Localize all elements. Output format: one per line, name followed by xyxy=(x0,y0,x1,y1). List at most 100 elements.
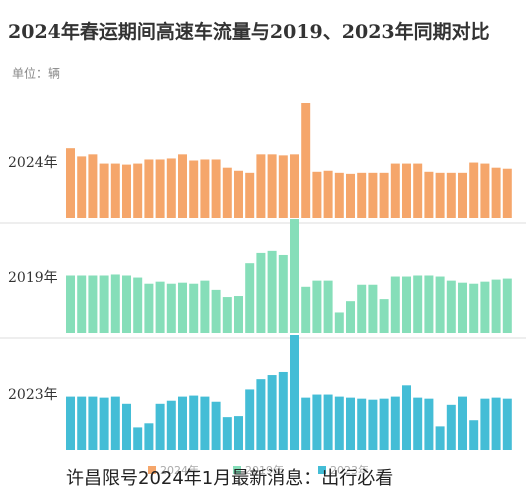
legend-swatch xyxy=(233,466,241,474)
bar xyxy=(402,276,411,333)
bar xyxy=(334,312,344,333)
bar xyxy=(222,297,232,333)
bar xyxy=(390,163,400,218)
bar xyxy=(435,426,445,450)
bar xyxy=(469,162,479,218)
bar xyxy=(110,274,120,333)
bar xyxy=(368,399,378,450)
bar xyxy=(469,420,479,450)
bar xyxy=(458,172,467,218)
bar xyxy=(88,154,98,218)
bar xyxy=(480,281,490,333)
bar xyxy=(99,397,109,450)
bar xyxy=(480,163,490,218)
bar xyxy=(155,159,165,218)
bar xyxy=(144,283,154,333)
bar xyxy=(234,416,243,450)
watermark: 许昌限号2024年1月最新消息：出行必看 xyxy=(66,468,393,489)
unit-label: 单位：辆 xyxy=(12,66,60,81)
bar xyxy=(357,172,367,218)
bar xyxy=(77,275,87,333)
chart-title: 2024年春运期间高速车流量与2019、2023年同期对比 xyxy=(8,20,490,43)
bar xyxy=(133,427,143,450)
bar xyxy=(189,283,199,333)
bar xyxy=(413,163,423,218)
bar xyxy=(368,284,378,333)
bar xyxy=(446,404,456,450)
bar xyxy=(178,154,187,218)
bar xyxy=(312,280,322,333)
bar xyxy=(166,283,176,333)
bar xyxy=(211,401,221,450)
bar xyxy=(323,394,333,450)
bar xyxy=(155,403,165,450)
bar xyxy=(357,398,367,450)
bar xyxy=(323,280,333,333)
bar xyxy=(222,167,232,218)
bar xyxy=(200,396,210,450)
legend-label: 2019年 xyxy=(245,463,284,477)
legend-label: 2023年 xyxy=(330,463,369,477)
bar xyxy=(99,163,109,218)
bar xyxy=(502,278,512,333)
bar xyxy=(144,423,154,450)
bar xyxy=(413,397,423,450)
bar xyxy=(390,396,400,450)
bar xyxy=(491,279,501,333)
bar xyxy=(189,395,199,450)
bar xyxy=(491,397,501,450)
bar xyxy=(290,335,299,450)
bar xyxy=(379,299,389,333)
series-label: 2024年 xyxy=(8,155,58,171)
bar xyxy=(368,172,378,218)
bar xyxy=(446,172,456,218)
bar xyxy=(88,275,98,333)
bar xyxy=(211,159,221,218)
bar xyxy=(77,156,87,218)
bar xyxy=(290,154,299,218)
bar xyxy=(278,155,288,218)
legend-label: 2024年 xyxy=(160,463,199,477)
bar xyxy=(189,160,199,218)
bar xyxy=(77,396,87,450)
bar xyxy=(502,168,512,218)
bar xyxy=(278,254,288,333)
bar xyxy=(357,284,367,333)
bar xyxy=(166,158,176,218)
bar xyxy=(234,296,243,333)
bar xyxy=(390,276,400,333)
bar xyxy=(178,282,187,333)
bar xyxy=(301,103,311,218)
bar xyxy=(166,400,176,450)
bar xyxy=(424,275,434,333)
bar xyxy=(379,172,389,218)
bar xyxy=(502,398,512,450)
bar xyxy=(66,275,75,333)
bar xyxy=(334,396,344,450)
bar xyxy=(323,170,333,218)
bar xyxy=(245,389,255,450)
series-label: 2023年 xyxy=(8,387,58,403)
bar xyxy=(222,417,232,450)
bar xyxy=(66,396,75,450)
bar xyxy=(424,398,434,450)
bar xyxy=(469,283,479,333)
legend-swatch xyxy=(318,466,326,474)
bar xyxy=(435,172,445,218)
bar xyxy=(435,276,445,333)
bar xyxy=(122,164,131,218)
bar xyxy=(402,385,411,450)
bar xyxy=(346,301,355,333)
bar xyxy=(133,277,143,333)
bar xyxy=(66,148,75,218)
bar xyxy=(211,289,221,333)
bar xyxy=(458,396,467,450)
bar xyxy=(301,286,311,333)
bar xyxy=(301,397,311,450)
bar xyxy=(312,394,322,450)
bar xyxy=(88,396,98,450)
bar xyxy=(312,171,322,218)
bar xyxy=(245,263,255,333)
